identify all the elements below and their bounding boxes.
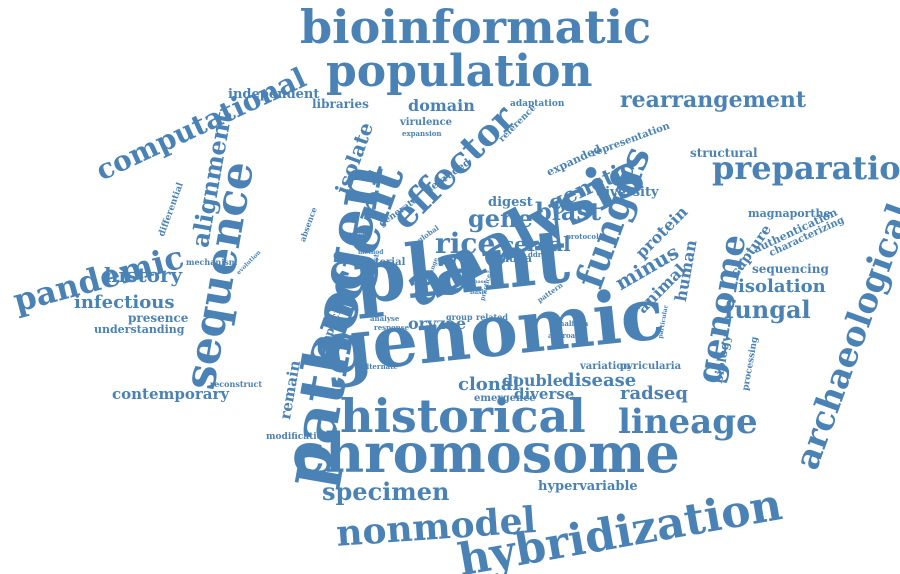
word-modification: modification [266, 432, 330, 442]
word-mechanism: mechanism [186, 257, 238, 267]
word-variation: variation [580, 361, 631, 372]
word-reconstruct: reconstruct [210, 379, 263, 389]
word-lineage: lineage [618, 402, 758, 442]
word-chromosome: chromosome [292, 421, 680, 485]
word-structural: structural [690, 146, 758, 160]
word-host: host [369, 253, 381, 272]
word-response: response [374, 323, 410, 332]
word-protocol: protocol [566, 232, 599, 241]
word-diversity: diversity [596, 185, 659, 200]
word-isolation: isolation [738, 276, 826, 297]
word-base: base [474, 279, 487, 285]
word-method: method [358, 249, 384, 256]
word-rearrangement: rearrangement [620, 87, 807, 113]
word-limit: limit [440, 291, 454, 297]
word-magnaporthe: magnaporthe [748, 207, 831, 220]
word-understanding: understanding [94, 323, 185, 336]
word-preparation: preparation [712, 149, 900, 187]
word-clonal: clonal [458, 374, 520, 395]
word-support: support [344, 231, 371, 238]
word-emergence: emergence [474, 393, 536, 404]
word-disease: disease [562, 370, 637, 391]
word-diverse: diverse [514, 385, 575, 403]
word-expansion: expansion [402, 129, 442, 138]
word-analyse: analyse [370, 314, 400, 323]
word-ddrad: ddrad [528, 250, 551, 259]
word-basic: basic [470, 289, 488, 296]
word-bioinformatic: bioinformatic [300, 0, 652, 54]
word-differential: differential [157, 181, 186, 239]
word-adna: adna [502, 252, 532, 265]
word-blast: blast [535, 197, 602, 226]
word-contemporary: contemporary [112, 385, 230, 403]
word-hypervariable: hypervariable [538, 479, 638, 494]
word-rice: rice [435, 227, 496, 260]
word-digest: digest [488, 195, 533, 210]
word-cereal: cereal [502, 232, 571, 256]
word-gene: gene [468, 204, 533, 233]
word-independent: independent [228, 87, 320, 102]
word-related: related [476, 312, 508, 322]
word-population: population [326, 46, 593, 97]
word-adaptation: adaptation [510, 99, 565, 109]
word-processing: processing [741, 336, 761, 392]
word-radseq: radseq [620, 383, 688, 404]
word-history: history [104, 263, 183, 287]
word-leaf: leaf [484, 269, 495, 275]
word-libraries: libraries [312, 97, 369, 111]
word-alternate: alternate [362, 362, 398, 371]
word-tool: tool [452, 267, 463, 273]
word-fungal: fungal [724, 295, 811, 324]
word-thaliana: thaliana [556, 319, 589, 328]
word-virulence: virulence [400, 117, 453, 128]
word-double: double [502, 371, 563, 390]
word-pyricularia: pyricularia [620, 361, 682, 372]
word-oryzae: oryzae [408, 314, 467, 333]
word-approach: approach [548, 331, 585, 340]
word-presence: presence [128, 311, 189, 325]
word-sequencing: sequencing [752, 262, 829, 276]
word-specimen: specimen [322, 477, 450, 506]
word-historical: historical [340, 389, 586, 443]
word-infectious: infectious [74, 292, 175, 313]
word-domain: domain [408, 96, 475, 115]
word-material: material [358, 257, 406, 268]
word-group: group [446, 312, 473, 322]
